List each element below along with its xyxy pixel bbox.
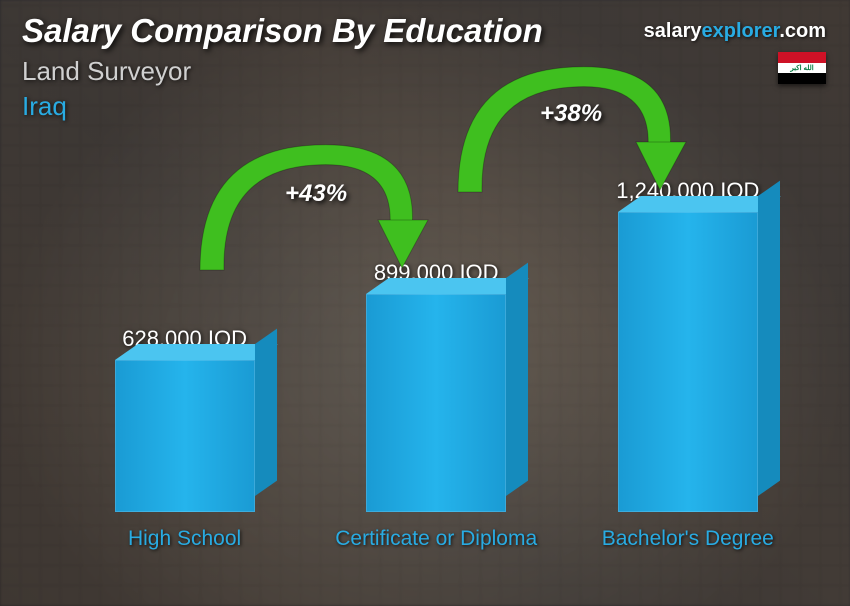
bar-front-face xyxy=(366,294,506,512)
bar-top-face xyxy=(115,344,278,360)
bar-3d xyxy=(618,212,758,512)
flag-stripe-black xyxy=(778,73,826,84)
bar-group: 1,240,000 IQDBachelor's Degree xyxy=(583,178,793,578)
flag-stripe-red xyxy=(778,52,826,63)
percent-increase-label: +43% xyxy=(285,180,347,208)
bar-category-label: High School xyxy=(128,526,241,578)
percent-increase-label: +38% xyxy=(540,100,602,128)
bar-category-label: Bachelor's Degree xyxy=(602,526,774,578)
bar-3d xyxy=(366,294,506,512)
bar-3d xyxy=(115,360,255,512)
bar-chart: 628,000 IQDHigh School899,000 IQDCertifi… xyxy=(50,140,790,578)
bar-side-face xyxy=(255,329,277,496)
flag-script: الله اكبر xyxy=(790,64,813,72)
bar-group: 899,000 IQDCertificate or Diploma xyxy=(331,260,541,578)
bar-front-face xyxy=(618,212,758,512)
brand-part3: .com xyxy=(779,20,826,42)
country-name: Iraq xyxy=(22,91,828,122)
bar-front-face xyxy=(115,360,255,512)
bar-top-face xyxy=(618,196,781,212)
brand-logo: salaryexplorer.com xyxy=(644,20,826,43)
bar-side-face xyxy=(506,263,528,496)
brand-part2: explorer xyxy=(701,20,779,42)
bar-group: 628,000 IQDHigh School xyxy=(80,326,290,578)
page-subtitle: Land Surveyor xyxy=(22,56,828,87)
bar-category-label: Certificate or Diploma xyxy=(335,526,537,578)
brand-part1: salary xyxy=(644,20,702,42)
bar-side-face xyxy=(758,181,780,496)
bar-top-face xyxy=(366,278,529,294)
flag-stripe-white: الله اكبر xyxy=(778,63,826,74)
country-flag-icon: الله اكبر xyxy=(778,52,826,84)
